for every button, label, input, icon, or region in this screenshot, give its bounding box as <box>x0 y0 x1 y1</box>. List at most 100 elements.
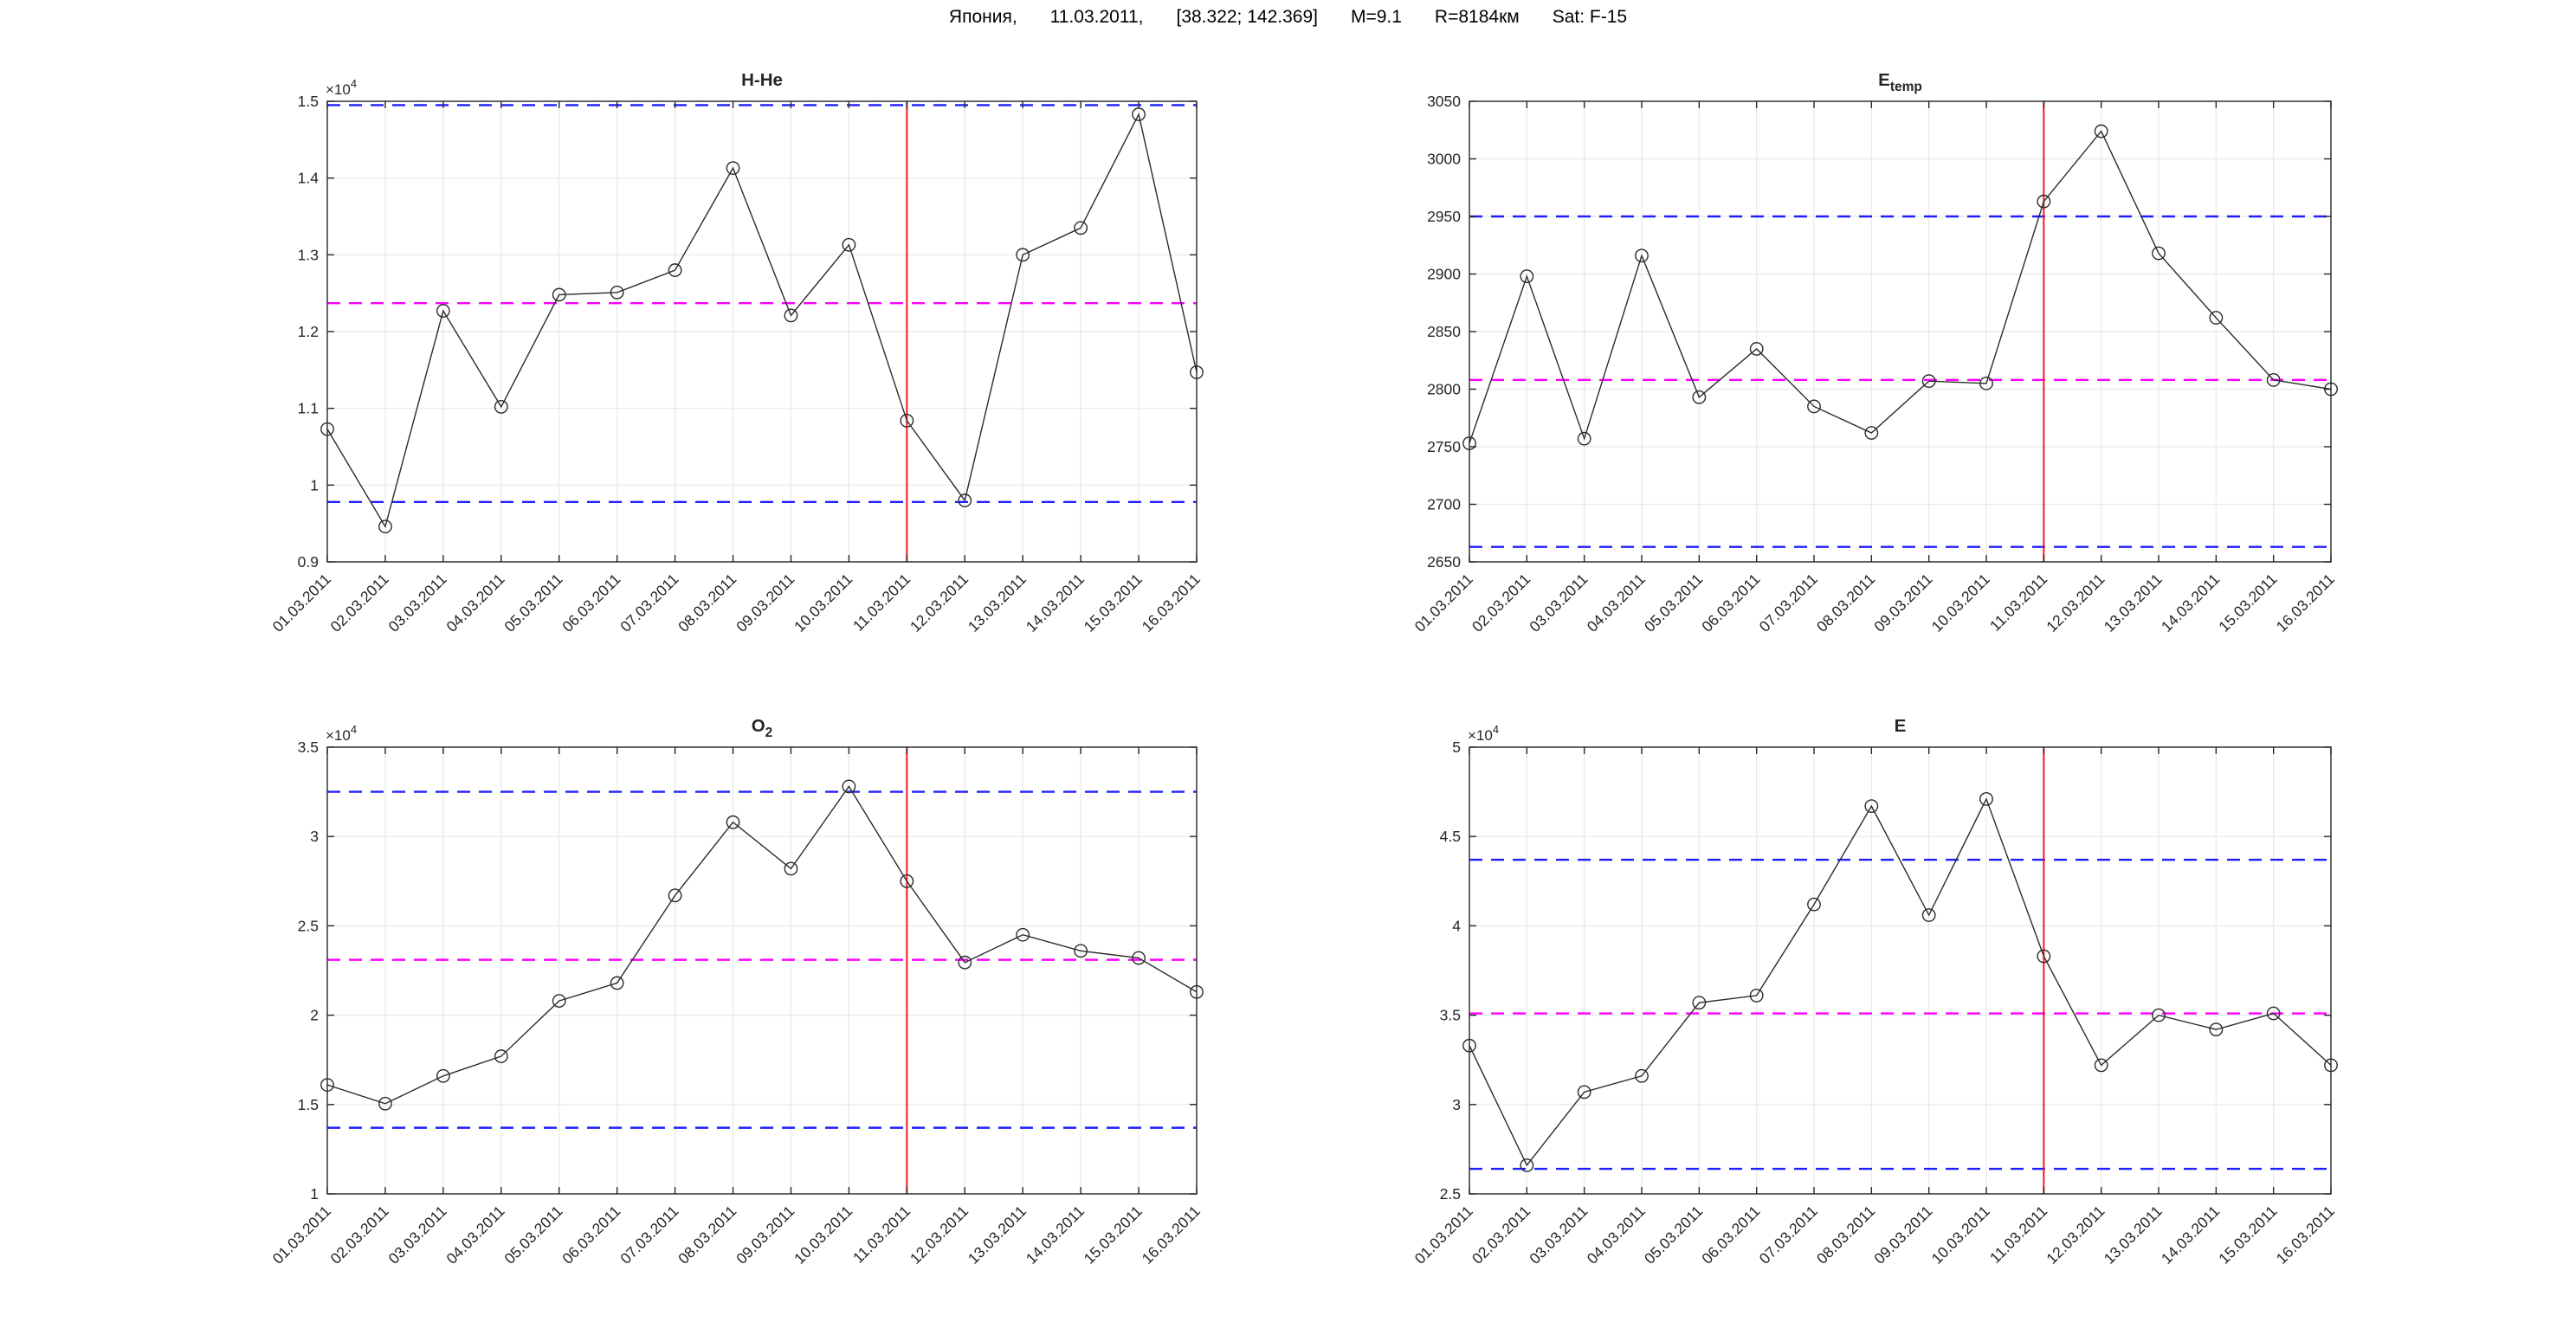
data-point <box>552 287 566 302</box>
y-tick-label: 2700 <box>1427 496 1461 513</box>
data-point <box>2152 1008 2166 1022</box>
data-point <box>1074 944 1088 958</box>
x-tick-label: 16.03.2011 <box>2273 571 2338 635</box>
tick-marks <box>1469 100 2332 563</box>
x-tick-label: 12.03.2011 <box>907 571 972 635</box>
y-tick-label: 3 <box>1452 1096 1461 1113</box>
data-point <box>1577 431 1591 446</box>
y-tick-label: 3.5 <box>1440 1007 1461 1024</box>
data-point <box>1979 376 1993 390</box>
y-tick-label: 0.9 <box>298 553 319 571</box>
data-point <box>2209 1022 2224 1037</box>
title-location: Япония, <box>948 7 1017 27</box>
data-point <box>668 263 682 277</box>
data-point <box>436 304 450 318</box>
data-point <box>1692 390 1707 404</box>
data-point <box>1921 908 1936 922</box>
x-tick-label: 16.03.2011 <box>1139 1203 1204 1267</box>
data-point <box>1016 248 1030 262</box>
y-tick-label: 2.5 <box>298 917 319 934</box>
x-tick-label: 08.03.2011 <box>1813 1203 1878 1267</box>
x-tick-label: 05.03.2011 <box>500 1203 565 1267</box>
x-tick-label: 10.03.2011 <box>791 1203 855 1267</box>
title-magnitude: M=9.1 <box>1350 7 1402 27</box>
tick-marks <box>326 100 1198 563</box>
x-tick-label: 01.03.2011 <box>269 1203 334 1267</box>
data-point <box>900 874 914 888</box>
y-tick-label: 3.5 <box>298 738 319 756</box>
chart-title: O2 <box>752 716 773 740</box>
y-tick-labels: 1 1.5 2 2.5 3 3.5 <box>298 738 319 1203</box>
data-point <box>1577 1085 1591 1100</box>
data-point <box>494 399 508 414</box>
data-point <box>1520 1158 1534 1172</box>
y-tick-label: 5 <box>1452 738 1461 756</box>
x-tick-label: 07.03.2011 <box>617 571 681 635</box>
x-tick-label: 08.03.2011 <box>1813 571 1878 635</box>
data-point <box>1921 374 1936 389</box>
x-tick-label: 14.03.2011 <box>2158 1203 2223 1267</box>
y-tick-label: 3 <box>310 828 319 845</box>
data-point <box>842 237 856 252</box>
data-line <box>1469 797 2332 1167</box>
data-point <box>1692 996 1707 1010</box>
x-tick-label: 15.03.2011 <box>2215 571 2280 635</box>
x-tick-label: 15.03.2011 <box>1081 571 1146 635</box>
x-tick-label: 13.03.2011 <box>965 571 1030 635</box>
data-point <box>1807 897 1821 912</box>
data-point <box>842 779 856 794</box>
x-tick-labels: 01.03.201102.03.201103.03.201104.03.2011… <box>1411 571 2338 635</box>
data-point-markers <box>320 779 1204 1111</box>
x-tick-label: 02.03.2011 <box>327 1203 392 1267</box>
y-tick-label: 2800 <box>1427 381 1461 398</box>
data-point <box>494 1049 508 1063</box>
data-point <box>1016 927 1030 942</box>
data-point <box>1074 221 1088 235</box>
x-tick-label: 01.03.2011 <box>1411 1203 1476 1267</box>
y-tick-label: 1.4 <box>298 170 320 187</box>
gridlines <box>326 100 1198 563</box>
x-tick-label: 07.03.2011 <box>617 1203 681 1267</box>
x-tick-label: 04.03.2011 <box>1584 1203 1649 1267</box>
plot-box <box>1469 746 2332 1195</box>
chart-panel-h-he: 0.911.11.21.31.41.501.03.201102.03.20110… <box>269 70 1204 635</box>
data-point <box>2094 124 2108 139</box>
data-point <box>436 1068 450 1083</box>
x-tick-label: 15.03.2011 <box>1081 1203 1146 1267</box>
data-point <box>2209 311 2224 325</box>
data-point <box>552 994 566 1008</box>
x-tick-label: 07.03.2011 <box>1756 571 1821 635</box>
x-tick-labels: 01.03.201102.03.201103.03.201104.03.2011… <box>269 571 1204 635</box>
x-tick-label: 09.03.2011 <box>1870 1203 1935 1267</box>
x-tick-label: 02.03.2011 <box>1469 1203 1533 1267</box>
chart-title: H-He <box>741 70 783 90</box>
y-tick-label: 1 <box>310 1185 319 1203</box>
plot-box <box>326 746 1198 1195</box>
y-tick-label: 2850 <box>1427 323 1461 340</box>
y-tick-labels: 2650 2700 2750 2800 2850 2900 2950 3000 3050 <box>1427 93 1461 571</box>
y-tick-label: 2 <box>310 1007 319 1024</box>
figure-title: Япония, 11.03.2011, [38.322; 142.369] M=… <box>0 7 2576 28</box>
y-tick-label: 1.1 <box>298 400 319 417</box>
x-tick-label: 03.03.2011 <box>1526 571 1591 635</box>
x-tick-label: 08.03.2011 <box>675 571 739 635</box>
data-point <box>1749 342 1764 356</box>
data-point <box>1979 791 1993 806</box>
x-tick-label: 10.03.2011 <box>791 571 855 635</box>
y-tick-label: 2650 <box>1427 553 1461 571</box>
tick-marks <box>1469 746 2332 1195</box>
x-tick-labels: 01.03.201102.03.201103.03.201104.03.2011… <box>269 1203 1204 1267</box>
x-tick-label: 15.03.2011 <box>2215 1203 2280 1267</box>
x-tick-label: 09.03.2011 <box>733 1203 797 1267</box>
data-point <box>1749 988 1764 1003</box>
data-point <box>1864 799 1879 814</box>
x-tick-label: 01.03.2011 <box>1411 571 1476 635</box>
data-point <box>1864 426 1879 440</box>
y-tick-label: 1.5 <box>298 1096 319 1113</box>
x-tick-label: 01.03.2011 <box>269 571 334 635</box>
y-tick-label: 1 <box>310 476 319 493</box>
data-point <box>726 815 740 829</box>
x-tick-label: 11.03.2011 <box>1986 571 2050 635</box>
x-tick-label: 14.03.2011 <box>1023 1203 1088 1267</box>
